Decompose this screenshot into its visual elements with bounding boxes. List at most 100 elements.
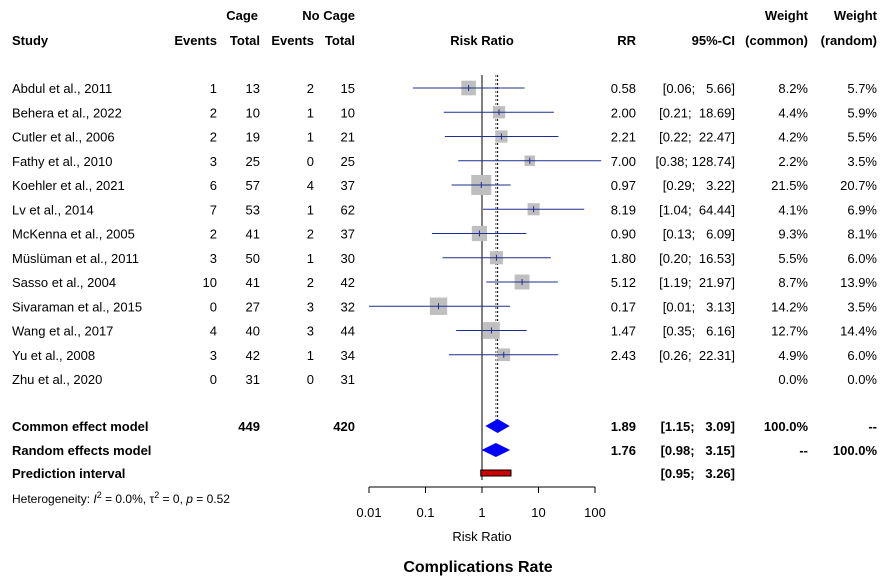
- heterogeneity-p-symbol: p: [185, 492, 193, 506]
- study-ci: [0.21; 18.69]: [659, 105, 735, 120]
- study-weight-common: 14.2%: [771, 299, 808, 314]
- study-events-nocage: 2: [307, 275, 314, 290]
- pooled-model-name: Common effect model: [12, 419, 149, 434]
- header-study: Study: [12, 33, 49, 48]
- study-total-cage: 57: [246, 178, 260, 193]
- heterogeneity-tau-symbol: τ: [149, 492, 154, 506]
- pooled-ci: [1.15; 3.09]: [661, 419, 735, 434]
- study-total-cage: 27: [246, 299, 260, 314]
- study-rr: 2.21: [611, 130, 636, 145]
- header-weight-common: (common): [745, 33, 808, 48]
- study-name: Yu et al., 2008: [12, 348, 95, 363]
- heterogeneity-i2-value: = 0.0%,: [102, 492, 150, 506]
- study-rr: 0.90: [611, 227, 636, 242]
- study-rr: 0.58: [611, 81, 636, 96]
- study-name: Abdul et al., 2011: [12, 81, 112, 96]
- study-weight-common: 4.1%: [778, 202, 808, 217]
- study-weight-random: 5.7%: [847, 81, 877, 96]
- pooled-weight-random: --: [868, 419, 877, 434]
- pooled-total-cage: 449: [238, 419, 260, 434]
- pooled-model-name: Random effects model: [12, 443, 151, 458]
- study-total-nocage: 10: [341, 105, 355, 120]
- study-weight-random: 3.5%: [847, 154, 877, 169]
- study-ci: [0.13; 6.09]: [663, 227, 735, 242]
- prediction-interval-bar: [480, 469, 512, 477]
- study-total-cage: 53: [246, 202, 260, 217]
- study-ci: [0.22; 22.47]: [659, 130, 735, 145]
- pooled-weight-random: 100.0%: [833, 443, 878, 458]
- study-rr: 0.17: [611, 299, 636, 314]
- study-total-cage: 41: [246, 275, 260, 290]
- study-weight-random: 8.1%: [847, 227, 877, 242]
- study-weight-common: 4.4%: [778, 105, 808, 120]
- study-events-nocage: 3: [307, 299, 314, 314]
- heterogeneity-tau-sup: 2: [154, 490, 159, 500]
- study-ci: [0.26; 22.31]: [659, 348, 735, 363]
- study-ci: [0.29; 3.22]: [663, 178, 735, 193]
- study-weight-common: 12.7%: [771, 324, 808, 339]
- study-events-cage: 3: [210, 348, 217, 363]
- study-weight-common: 8.7%: [778, 275, 808, 290]
- study-rr: 8.19: [611, 202, 636, 217]
- study-events-nocage: 4: [307, 178, 314, 193]
- study-ci: [1.04; 64.44]: [659, 202, 735, 217]
- study-total-nocage: 25: [341, 154, 355, 169]
- pooled-weight-common: --: [799, 443, 808, 458]
- study-rr: 2.43: [611, 348, 636, 363]
- header-ci: 95%-CI: [692, 33, 735, 48]
- pooled-rr: 1.76: [611, 443, 636, 458]
- heterogeneity-tau-value: = 0,: [159, 492, 186, 506]
- study-total-cage: 50: [246, 251, 260, 266]
- study-name: McKenna et al., 2005: [12, 227, 135, 242]
- study-rr: 5.12: [611, 275, 636, 290]
- study-weight-random: 20.7%: [840, 178, 877, 193]
- header-weight-random: (random): [821, 33, 877, 48]
- study-events-cage: 2: [210, 227, 217, 242]
- header-group-nocage: No Cage: [302, 8, 355, 23]
- study-name: Zhu et al., 2020: [12, 372, 102, 387]
- study-events-cage: 4: [210, 324, 217, 339]
- study-total-nocage: 15: [341, 81, 355, 96]
- study-name: Fathy et al., 2010: [12, 154, 112, 169]
- header-events-cage: Events: [174, 33, 217, 48]
- study-total-cage: 13: [246, 81, 260, 96]
- study-events-cage: 0: [210, 372, 217, 387]
- study-name: Koehler et al., 2021: [12, 178, 125, 193]
- study-weight-common: 2.2%: [778, 154, 808, 169]
- header-events-nocage: Events: [271, 33, 314, 48]
- study-ci: [0.06; 5.66]: [663, 81, 735, 96]
- study-events-cage: 7: [210, 202, 217, 217]
- study-weight-random: 6.0%: [847, 348, 877, 363]
- study-total-nocage: 30: [341, 251, 355, 266]
- study-name: Müslüman et al., 2011: [12, 251, 139, 266]
- study-events-cage: 0: [210, 299, 217, 314]
- study-ci: [0.20; 16.53]: [659, 251, 735, 266]
- study-ci: [0.38; 128.74]: [655, 154, 735, 169]
- study-name: Sasso et al., 2004: [12, 275, 116, 290]
- header-total-nocage: Total: [325, 33, 355, 48]
- study-weight-random: 13.9%: [840, 275, 877, 290]
- study-rr: 1.80: [611, 251, 636, 266]
- study-events-cage: 3: [210, 154, 217, 169]
- study-total-nocage: 42: [341, 275, 355, 290]
- study-name: Wang et al., 2017: [12, 324, 113, 339]
- study-total-cage: 25: [246, 154, 260, 169]
- heterogeneity-text: Heterogeneity: I2 = 0.0%, τ2 = 0, p = 0.…: [12, 490, 230, 506]
- study-events-cage: 1: [210, 81, 217, 96]
- heterogeneity-p-value: = 0.52: [193, 492, 230, 506]
- study-total-cage: 42: [246, 348, 260, 363]
- study-name: Behera et al., 2022: [12, 105, 122, 120]
- study-total-nocage: 21: [341, 130, 355, 145]
- study-total-nocage: 34: [341, 348, 355, 363]
- study-ci: [1.19; 21.97]: [659, 275, 735, 290]
- study-total-cage: 10: [246, 105, 260, 120]
- study-total-cage: 40: [246, 324, 260, 339]
- x-axis-label: Risk Ratio: [452, 529, 511, 544]
- study-weight-common: 21.5%: [771, 178, 808, 193]
- study-total-nocage: 37: [341, 227, 355, 242]
- study-weight-common: 4.2%: [778, 130, 808, 145]
- study-weight-random: 3.5%: [847, 299, 877, 314]
- study-events-nocage: 1: [307, 348, 314, 363]
- prediction-interval-ci: [0.95; 3.26]: [661, 466, 735, 481]
- study-total-nocage: 62: [341, 202, 355, 217]
